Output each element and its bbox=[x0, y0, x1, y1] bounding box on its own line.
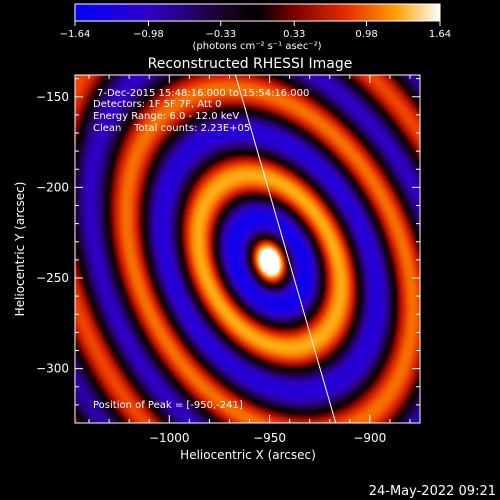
y-tick-label: −250 bbox=[36, 271, 69, 285]
colorbar-tick-label: 0.98 bbox=[355, 29, 377, 40]
colorbar-tick-label: −0.33 bbox=[205, 29, 236, 40]
colorbar-tick-label: −1.64 bbox=[60, 29, 91, 40]
y-tick-label: −300 bbox=[36, 362, 69, 376]
x-axis-label: Heliocentric X (arcsec) bbox=[180, 448, 316, 462]
solar-limb-line bbox=[234, 75, 337, 423]
y-axis-label: Heliocentric Y (arcsec) bbox=[13, 182, 27, 317]
footer-timestamp: 24-May-2022 09:21 bbox=[369, 484, 496, 499]
colorbar-unit-label: (photons cm⁻² s⁻¹ asec⁻²) bbox=[192, 41, 321, 52]
y-tick-label: −150 bbox=[36, 90, 69, 104]
method-counts-label: Clean Total counts: 2.23E+05 bbox=[93, 123, 250, 134]
colorbar-tick-label: −0.98 bbox=[133, 29, 164, 40]
peak-position-label: Position of Peak = [-950,-241] bbox=[93, 400, 243, 411]
detectors-label: Detectors: 1F 5F 7F, Att 0 bbox=[93, 99, 221, 110]
colorbar-tick-label: 0.33 bbox=[283, 29, 305, 40]
colorbar bbox=[74, 3, 441, 22]
time-range-label: 7-Dec-2015 15:48:16.000 to 15:54:16.000 bbox=[97, 88, 309, 99]
colorbar-ticks: −1.64 −0.98 −0.33 0.33 0.98 1.64 bbox=[60, 21, 451, 40]
chart-title: Reconstructed RHESSI Image bbox=[148, 56, 353, 72]
heatmap-image bbox=[75, 75, 420, 423]
axis-ticks: −1000 −950 −900 −150 −200 −250 −300 bbox=[36, 75, 420, 445]
colorbar-tick-label: 1.64 bbox=[429, 29, 451, 40]
y-tick-label: −200 bbox=[36, 180, 69, 194]
x-tick-label: −1000 bbox=[149, 431, 190, 445]
plot-frame bbox=[74, 74, 421, 424]
x-tick-label: −900 bbox=[353, 431, 386, 445]
x-tick-label: −950 bbox=[253, 431, 286, 445]
energy-range-label: Energy Range: 6.0 - 12.0 keV bbox=[93, 111, 239, 122]
